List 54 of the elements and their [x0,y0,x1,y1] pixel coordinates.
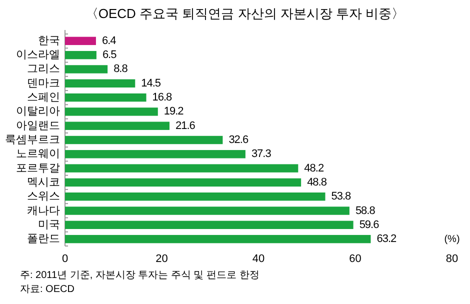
bar [65,192,326,201]
bar [65,65,108,74]
x-axis-title: (%) [444,234,460,245]
bar [65,93,146,102]
y-tick-label: 이탈리아 [16,106,60,118]
y-tick-label: 멕시코 [27,176,60,188]
bar [65,36,96,46]
y-tick-label: 한국 [38,34,60,47]
data-label: 32.6 [228,134,248,146]
bar [65,136,223,144]
data-label: 37.3 [251,148,272,160]
bar [65,122,170,130]
data-label: 53.8 [331,190,352,203]
bar [65,108,158,116]
bar [65,178,302,187]
y-tick-label: 캐나다 [27,204,60,217]
data-label: 8.8 [114,63,128,76]
data-label: 48.2 [304,162,324,174]
data-label: 21.6 [175,120,196,132]
bar [65,220,354,230]
x-tick-label: 40 [252,253,265,265]
y-tick-label: 스페인 [27,92,60,104]
y-tick-label: 노르웨이 [16,148,60,160]
x-tick-label: 20 [156,253,168,265]
y-tick-label: 덴마크 [27,77,60,90]
data-label: 48.8 [307,176,327,188]
data-label: 59.6 [359,218,380,231]
text: 주: 2011년 기준, 자본시장 투자는 주식 및 펀드로 한정 [20,270,260,281]
y-tick-label: 폴란드 [27,233,60,246]
data-label: 16.8 [152,92,172,104]
y-tick-label: 미국 [38,218,60,231]
bar [65,164,298,172]
bar [65,79,136,88]
y-tick-label: 포르투갈 [16,162,60,174]
x-tick-label: 0 [62,253,68,265]
y-tick-label: 룩셈부르크 [5,134,60,146]
data-label: 14.5 [141,77,161,90]
x-tick-label: 60 [349,253,362,265]
x-tick-label: 80 [446,253,458,265]
y-tick-label: 이스라엘 [16,49,60,62]
y-tick-label: 아일랜드 [16,120,60,132]
bar [65,50,96,60]
bar [65,150,246,158]
text: 자료: OECD [20,284,74,295]
chart-title: 〈OECD 주요국 퇴직연금 자산의 자본시장 투자 비중〉 [85,6,405,21]
data-label: 6.5 [102,49,117,62]
y-tick-label: 스위스 [27,190,60,203]
data-label: 19.2 [164,106,184,118]
data-label: 58.8 [355,204,376,217]
y-tick-label: 그리스 [27,63,60,76]
data-label: 6.4 [102,34,116,47]
bar [65,234,371,244]
bar [65,206,350,215]
data-label: 63.2 [376,233,397,246]
